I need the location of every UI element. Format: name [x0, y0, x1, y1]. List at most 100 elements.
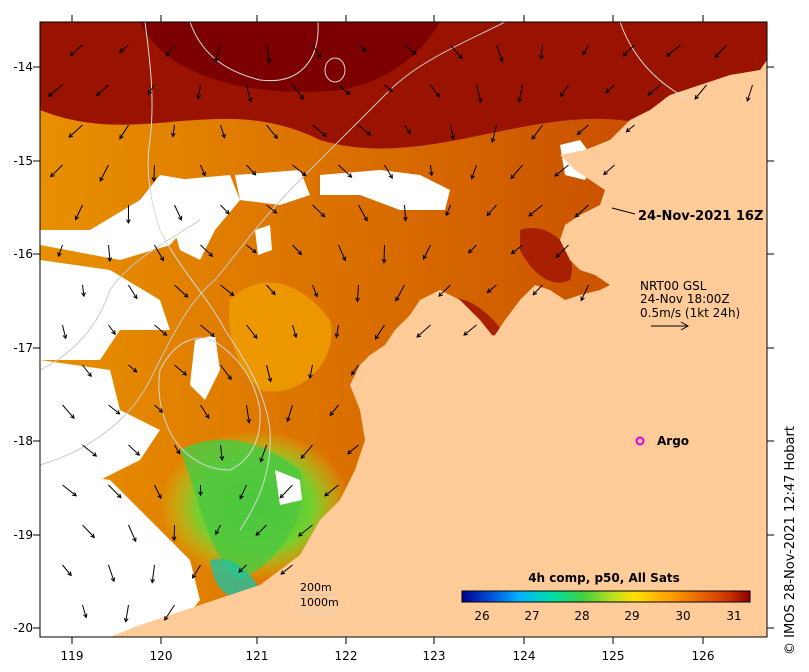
current-arrow	[154, 244, 164, 261]
current-arrowhead	[119, 48, 124, 53]
current-arrow	[82, 364, 92, 377]
current-arrowhead	[115, 410, 121, 415]
current-arrow	[404, 44, 417, 55]
current-arrowhead	[201, 171, 206, 177]
warmest-core	[140, 22, 440, 92]
current-arrow	[286, 404, 293, 422]
current-arrow	[266, 284, 276, 295]
current-arrowhead	[157, 494, 162, 500]
current-arrowhead	[135, 451, 141, 456]
current-arrow	[347, 444, 359, 455]
current-arrowhead	[132, 537, 137, 543]
current-arrowhead	[576, 130, 582, 135]
current-model-label: NRT00 GSL	[640, 279, 707, 293]
current-arrow	[172, 124, 175, 137]
current-arrowhead	[227, 375, 232, 381]
current-arrowhead	[313, 292, 319, 298]
current-arrow	[174, 364, 187, 376]
current-arrowhead	[560, 92, 565, 98]
current-arrowhead	[625, 127, 631, 133]
current-arrowhead	[177, 215, 183, 221]
current-arrow	[300, 444, 313, 459]
current-arrowhead	[477, 98, 483, 104]
current-arrowhead	[196, 94, 201, 100]
lat-tick-label: -16	[13, 247, 33, 261]
current-arrowhead	[622, 51, 628, 57]
current-arrowhead	[286, 417, 291, 423]
lat-tick-label: -18	[13, 434, 33, 448]
colorbar-tick-label: 28	[574, 609, 589, 623]
coldest-patch	[210, 559, 260, 598]
current-arrow	[48, 84, 63, 97]
current-arrowhead	[72, 491, 78, 497]
current-vectors	[47, 44, 767, 623]
current-arrow	[540, 44, 543, 59]
current-arrow	[246, 244, 257, 253]
current-arrowhead	[164, 615, 169, 621]
current-arrowhead	[74, 215, 80, 221]
current-arrowhead	[246, 418, 252, 424]
current-arrowhead	[280, 570, 286, 575]
current-arrowhead	[347, 173, 353, 178]
current-arrowhead	[47, 92, 53, 97]
current-arrow	[445, 204, 451, 216]
current-arrowhead	[301, 171, 307, 177]
current-arrowhead	[162, 331, 168, 336]
current-arrowhead	[580, 296, 585, 302]
current-arrowhead	[320, 212, 326, 218]
current-arrow	[518, 84, 523, 103]
current-arrowhead	[214, 57, 219, 63]
current-arrow	[766, 56, 767, 57]
current-arrow	[463, 324, 477, 336]
current-arrowhead	[665, 52, 671, 57]
current-arrowhead	[150, 578, 156, 584]
current-arrowhead	[403, 216, 408, 222]
current-arrow	[404, 204, 407, 221]
current-arrow	[246, 404, 250, 423]
current-arrowhead	[259, 457, 264, 463]
current-arrowhead	[467, 248, 473, 254]
current-arrowhead	[714, 53, 720, 59]
current-arrow	[292, 164, 307, 177]
colorbar-tick-label: 26	[474, 609, 489, 623]
current-arrowhead	[388, 174, 393, 179]
current-arrow	[338, 84, 351, 95]
current-arrow	[450, 124, 454, 140]
current-arrow	[384, 164, 393, 179]
current-arrow	[554, 164, 569, 177]
current-arrow	[622, 44, 635, 57]
current-arrow	[577, 124, 589, 135]
current-arrowhead	[341, 256, 347, 262]
current-arrowhead	[255, 531, 261, 537]
current-arrowhead	[57, 252, 62, 258]
current-arrow	[532, 284, 543, 296]
current-arrowhead	[531, 135, 536, 140]
imos-credit: © IMOS 28-Nov-2021 12:47 Hobart	[783, 426, 798, 655]
current-arrowhead	[395, 296, 400, 302]
current-arrowhead	[299, 95, 304, 100]
current-arrowhead	[126, 219, 131, 225]
current-arrow	[266, 44, 271, 63]
current-arrow	[476, 84, 482, 103]
cooler-filament	[229, 282, 332, 392]
current-arrow	[108, 244, 111, 262]
current-arrow	[220, 124, 226, 138]
colorbar-scale	[461, 590, 751, 603]
land	[110, 22, 767, 637]
current-arrowhead	[132, 367, 138, 373]
current-arrow	[324, 484, 339, 497]
current-arrowhead	[412, 50, 417, 56]
current-arrow	[647, 84, 661, 96]
current-arrow	[75, 204, 83, 220]
current-arrowhead	[273, 134, 278, 140]
colorbar-tick-label: 30	[675, 609, 690, 623]
current-arrow	[292, 84, 304, 100]
current-arrowhead	[49, 172, 55, 178]
current-arrow	[119, 44, 129, 53]
current-arrow	[128, 364, 138, 373]
current-arrowhead	[238, 568, 243, 573]
current-arrow	[99, 164, 109, 182]
current-arrow	[220, 444, 223, 460]
current-arrow	[555, 244, 569, 258]
